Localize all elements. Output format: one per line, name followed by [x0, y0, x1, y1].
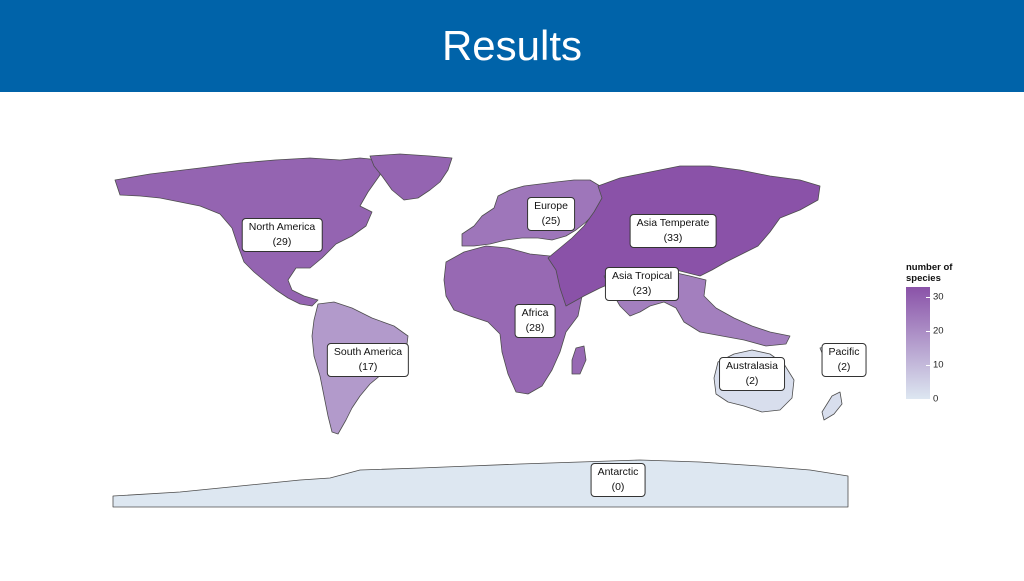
- legend-tick-10: 10: [933, 359, 944, 371]
- label-africa-value: (28): [525, 322, 545, 334]
- label-europe-name: Europe: [534, 200, 568, 212]
- label-south-america-name: South America: [333, 346, 403, 358]
- region-africa-madagascar: [571, 345, 587, 375]
- label-europe-value: (25): [541, 215, 561, 227]
- legend-title: number of species: [906, 262, 952, 284]
- legend-tick-mark: [926, 297, 930, 299]
- label-north-america: North America (29): [241, 218, 323, 252]
- label-africa-name: Africa: [521, 307, 549, 319]
- label-asia-temperate-value: (33): [663, 232, 683, 244]
- title-bar: Results: [0, 0, 1024, 92]
- region-africa: [443, 245, 583, 395]
- label-antarctic-name: Antarctic: [597, 466, 639, 478]
- legend-tick-mark: [926, 365, 930, 367]
- label-south-america: South America (17): [326, 343, 410, 377]
- page-title: Results: [441, 22, 583, 69]
- region-antarctic: [112, 459, 849, 508]
- label-antarctic-value: (0): [611, 481, 625, 493]
- label-asia-tropical: Asia Tropical (23): [604, 267, 680, 301]
- region-north-america-greenland: [369, 153, 453, 201]
- label-pacific-name: Pacific: [828, 346, 860, 358]
- legend-title-line2: species: [906, 273, 941, 284]
- legend-tick-0: 0: [933, 393, 939, 405]
- label-africa: Africa (28): [514, 304, 556, 338]
- legend-tick-30: 30: [933, 291, 944, 303]
- legend-tick-mark: [926, 399, 930, 400]
- label-asia-tropical-name: Asia Tropical: [611, 270, 673, 282]
- label-north-america-name: North America: [248, 221, 316, 233]
- label-europe: Europe (25): [527, 197, 575, 231]
- label-north-america-value: (29): [272, 236, 292, 248]
- label-pacific: Pacific (2): [821, 343, 867, 377]
- legend-color-bar: [906, 287, 930, 399]
- legend-title-line1: number of: [906, 262, 953, 273]
- label-australasia-name: Australasia: [726, 360, 778, 372]
- label-south-america-value: (17): [358, 361, 378, 373]
- label-australasia: Australasia (2): [719, 357, 785, 391]
- legend-tick-mark: [926, 331, 930, 333]
- label-asia-temperate: Asia Temperate (33): [629, 214, 717, 248]
- label-pacific-value: (2): [837, 361, 851, 373]
- label-australasia-value: (2): [745, 375, 759, 387]
- label-asia-tropical-value: (23): [632, 285, 652, 297]
- label-asia-temperate-name: Asia Temperate: [636, 217, 710, 229]
- region-australasia-nz: [821, 391, 843, 421]
- label-antarctic: Antarctic (0): [590, 463, 646, 497]
- legend-tick-20: 20: [933, 325, 944, 337]
